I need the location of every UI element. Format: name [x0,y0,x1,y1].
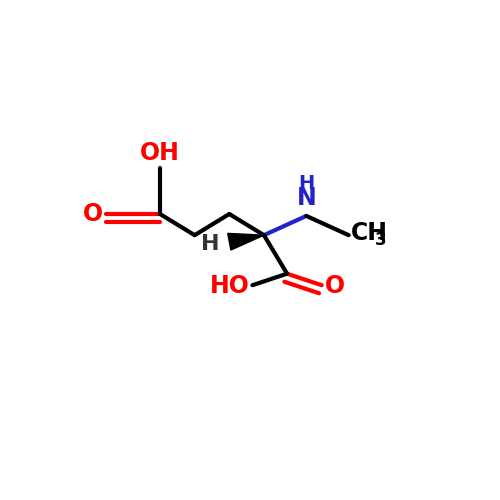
Text: CH: CH [350,221,388,245]
Text: H: H [298,174,314,193]
Text: N: N [296,186,316,210]
Polygon shape [228,234,264,250]
Text: H: H [201,234,220,254]
Text: O: O [325,274,345,298]
Text: HO: HO [210,274,250,298]
Text: 3: 3 [375,231,386,249]
Text: O: O [83,202,103,226]
Text: OH: OH [140,140,180,164]
